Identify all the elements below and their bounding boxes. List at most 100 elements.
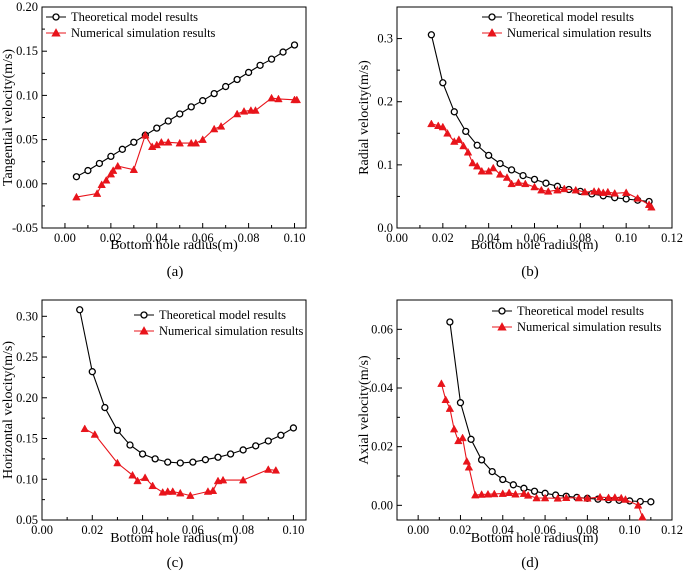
y-tick-label: 0.15 [16,432,38,446]
data-point [107,152,115,161]
data-point [449,424,459,433]
data-point [530,175,539,184]
data-point [264,437,272,445]
legend-marker [488,13,496,21]
data-point [633,501,643,509]
x-tick-label: 0.02 [100,231,122,245]
data-point [290,41,299,49]
data-point [279,48,287,56]
data-point [530,487,539,495]
data-point [72,192,81,201]
data-point [88,368,96,376]
x-tick-label: 0.02 [432,231,454,245]
data-point [511,489,520,498]
data-point [441,395,450,404]
x-axis-label: Bottom hole radius(m) [471,238,599,253]
x-tick-label: 0.04 [146,231,169,245]
y-tick-label: 0.04 [371,381,394,395]
data-point [84,166,92,175]
data-point [151,455,159,463]
x-axis-label: Bottom hole radius(m) [110,531,238,546]
chart-panel-3: 0.00 0.02 0.04 0.06 0.08 0.10 0.05 0.10 0.15 0.20… [1,299,307,571]
data-point [638,512,647,521]
x-tick-label: 0.02 [450,523,472,537]
x-tick-label: 0.08 [576,523,598,537]
data-point [90,430,100,438]
data-point [133,476,142,485]
data-point [473,141,481,149]
x-tick-label: 0.00 [54,231,76,245]
data-point [621,188,631,196]
y-tick-label: -0.05 [12,221,38,235]
data-point [462,127,470,136]
data-point [463,147,473,156]
legend-marker [52,13,60,21]
data-point [271,465,281,474]
data-point [289,424,298,432]
data-point [483,489,493,498]
data-point [647,202,656,211]
y-tick-label: 0.00 [16,177,38,191]
data-point [128,470,137,479]
y-tick-label: 0.20 [16,391,38,405]
y-tick-label: 0.0 [377,221,393,235]
y-tick-label: 0.02 [371,440,393,454]
data-point [113,426,122,435]
series-theoretical [446,318,655,506]
legend-marker [498,307,506,315]
data-point [603,187,613,196]
x-tick-label: 0.06 [524,231,546,245]
data-point [239,106,249,115]
data-point [488,467,496,476]
x-tick-label: 0.08 [569,231,591,245]
x-tick-label: 0.00 [407,523,429,537]
panel-label: (a) [167,264,184,280]
x-tick-label: 0.12 [661,231,683,245]
data-point [498,489,507,497]
y-tick-label: 0.05 [16,513,38,527]
y-tick-label: 0.3 [377,32,393,46]
data-point [214,453,222,461]
data-point [621,495,630,503]
data-point [218,475,228,484]
data-point [574,493,584,502]
data-point [610,493,620,501]
plot-frame [41,299,307,521]
data-point [238,475,248,484]
series-simulation [80,424,281,499]
y-tick-label: 0.30 [16,309,38,323]
legend-label: Numerical simulation results [507,26,652,40]
data-point [277,431,285,439]
series-simulation [437,379,647,521]
data-point [542,179,550,187]
legend-label: Numerical simulation results [71,26,216,40]
data-point [610,188,619,197]
y-tick-label: 0.15 [16,44,38,58]
data-point [239,446,247,454]
series-line [431,123,652,208]
x-tick-label: 0.04 [478,231,501,245]
data-point [176,488,185,497]
data-point [514,178,523,186]
legend-label: Theoretical model results [507,10,634,24]
data-point [544,187,553,195]
y-axis-label: Radial velocity(m/s) [357,60,372,175]
data-point [80,424,89,433]
panel-label: (c) [167,555,184,571]
x-tick-label: 0.08 [238,231,260,245]
data-point [292,95,302,104]
data-point [604,493,613,501]
data-point [267,55,276,63]
data-point [580,187,590,196]
y-tick-label: 0.1 [377,158,393,172]
y-tick-label: 0.05 [16,133,38,147]
data-point [97,180,106,188]
data-point [251,106,260,114]
data-point [113,458,122,467]
panel-label: (d) [521,555,539,571]
data-point [456,399,465,407]
data-point [118,145,126,153]
data-point [595,492,605,501]
legend-label: Numerical simulation results [159,324,304,338]
